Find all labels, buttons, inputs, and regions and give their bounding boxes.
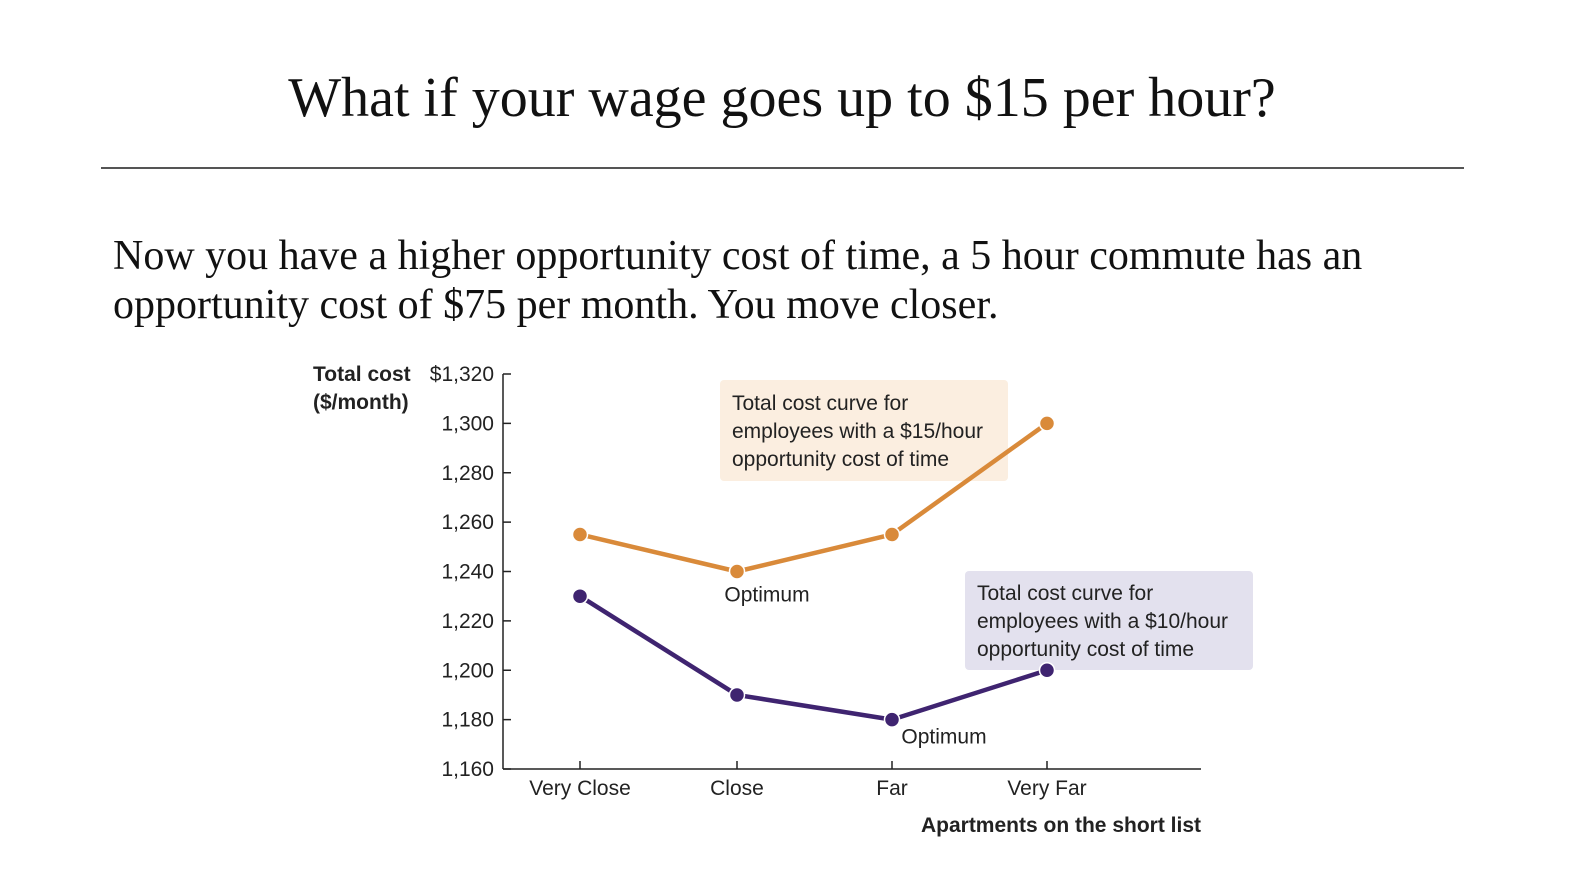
- y-tick-label: 1,180: [441, 709, 494, 732]
- annotation-text: employees with a $15/hour: [732, 420, 983, 443]
- annotation-text: Total cost curve for: [977, 582, 1153, 605]
- data-point: [1038, 662, 1056, 679]
- annotation-text: opportunity cost of time: [977, 638, 1194, 661]
- series-line: [579, 421, 1049, 574]
- data-point: [1038, 415, 1056, 432]
- y-tick-label: 1,240: [441, 561, 494, 584]
- y-tick-label: 1,280: [441, 462, 494, 485]
- slide-title: What if your wage goes up to $15 per hou…: [288, 67, 1276, 129]
- y-tick-label: 1,160: [441, 758, 494, 781]
- optimum-label: Optimum: [901, 726, 986, 749]
- x-tick-label: Very Close: [529, 777, 631, 800]
- annotation-text: opportunity cost of time: [732, 448, 949, 471]
- annotation-text: Total cost curve for: [732, 392, 908, 415]
- data-point: [883, 711, 901, 728]
- title-divider: [101, 167, 1464, 169]
- data-point: [571, 587, 589, 605]
- x-tick-label: Very Far: [1007, 777, 1086, 800]
- data-point: [728, 563, 746, 580]
- annotation-box: [965, 571, 1253, 670]
- annotation-box: [720, 380, 1008, 481]
- series-line: [578, 594, 1048, 722]
- data-point: [883, 526, 901, 543]
- data-point: [728, 686, 746, 704]
- y-tick-label: 1,200: [441, 659, 494, 682]
- y-tick-label: 1,220: [441, 610, 494, 633]
- y-tick-label: 1,300: [441, 412, 494, 435]
- y-axis-title-line-2: ($/month): [313, 391, 409, 414]
- y-axis-title-line-1: Total cost: [313, 363, 411, 386]
- slide-body-text: Now you have a higher opportunity cost o…: [113, 233, 1363, 328]
- y-tick-label: $1,320: [430, 363, 494, 386]
- x-tick-label: Close: [710, 777, 764, 800]
- annotation-text: employees with a $10/hour: [977, 610, 1228, 633]
- optimum-label: Optimum: [724, 584, 809, 607]
- x-tick-label: Far: [876, 777, 908, 800]
- data-point: [571, 526, 589, 543]
- y-tick-label: 1,260: [441, 511, 494, 534]
- x-axis-title: Apartments on the short list: [921, 814, 1201, 837]
